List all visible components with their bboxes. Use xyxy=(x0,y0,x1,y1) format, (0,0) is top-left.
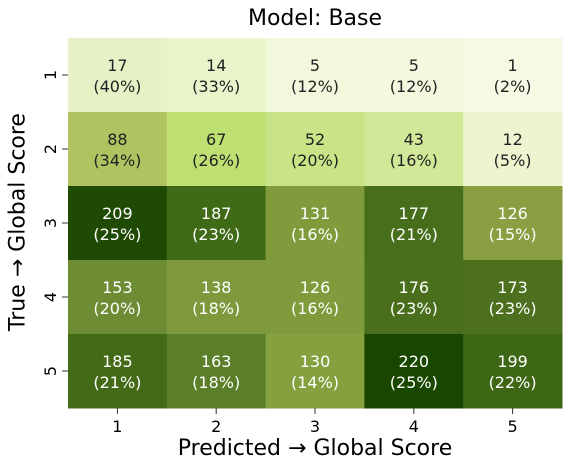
cell-percent-label: (12%) xyxy=(390,77,438,96)
cell-percent-label: (16%) xyxy=(291,299,339,318)
cell-percent-label: (33%) xyxy=(192,77,240,96)
cell-percent-label: (23%) xyxy=(489,299,537,318)
heatmap-cell-r5-c2 xyxy=(166,334,267,409)
chart-title: Model: Base xyxy=(247,6,383,31)
cell-percent-label: (23%) xyxy=(390,299,438,318)
heatmap-cell-r3-c1 xyxy=(68,186,168,261)
heatmap-cell-r1-c5 xyxy=(463,38,563,113)
cell-count-label: 5 xyxy=(310,56,320,75)
cell-percent-label: (40%) xyxy=(93,77,141,96)
cell-count-label: 88 xyxy=(107,130,127,149)
cell-percent-label: (26%) xyxy=(192,151,240,170)
x-axis-label: Predicted → Global Score xyxy=(177,436,453,461)
cell-percent-label: (2%) xyxy=(494,77,532,96)
heatmap-cell-r3-c2 xyxy=(166,186,267,261)
x-tick-label: 5 xyxy=(508,417,518,436)
heatmap-cell-r1-c2 xyxy=(166,38,267,113)
y-tick-label: 4 xyxy=(41,292,60,302)
cell-percent-label: (21%) xyxy=(93,373,141,392)
cell-count-label: 131 xyxy=(300,204,331,223)
cell-count-label: 5 xyxy=(409,56,419,75)
cell-percent-label: (16%) xyxy=(390,151,438,170)
cell-count-label: 185 xyxy=(102,352,133,371)
cell-percent-label: (23%) xyxy=(192,225,240,244)
cell-count-label: 187 xyxy=(201,204,232,223)
x-tick-label: 1 xyxy=(112,417,122,436)
cell-percent-label: (5%) xyxy=(494,151,532,170)
cell-count-label: 130 xyxy=(300,352,331,371)
cell-percent-label: (12%) xyxy=(291,77,339,96)
cell-percent-label: (34%) xyxy=(93,151,141,170)
heatmap-cell-r2-c2 xyxy=(166,112,267,187)
cell-percent-label: (22%) xyxy=(489,373,537,392)
cell-count-label: 153 xyxy=(102,278,133,297)
heatmap-cell-r5-c4 xyxy=(364,334,464,409)
cell-percent-label: (25%) xyxy=(93,225,141,244)
cell-count-label: 17 xyxy=(107,56,127,75)
heatmap-cell-r4-c2 xyxy=(166,260,267,335)
y-tick-label: 3 xyxy=(41,218,60,228)
cell-percent-label: (14%) xyxy=(291,373,339,392)
cell-percent-label: (16%) xyxy=(291,225,339,244)
cell-percent-label: (18%) xyxy=(192,299,240,318)
cell-count-label: 43 xyxy=(404,130,424,149)
heatmap-cell-r5-c5 xyxy=(463,334,563,409)
y-tick-label: 1 xyxy=(41,70,60,80)
x-tick-label: 3 xyxy=(310,417,320,436)
heatmap-cell-r2-c3 xyxy=(265,112,365,187)
heatmap-cell-r4-c5 xyxy=(463,260,563,335)
cell-count-label: 209 xyxy=(102,204,133,223)
cell-count-label: 12 xyxy=(502,130,522,149)
cell-count-label: 173 xyxy=(497,278,528,297)
heatmap-cell-r4-c3 xyxy=(265,260,365,335)
cell-percent-label: (20%) xyxy=(291,151,339,170)
cell-count-label: 199 xyxy=(497,352,528,371)
cell-count-label: 52 xyxy=(305,130,325,149)
heatmap-cell-r3-c3 xyxy=(265,186,365,261)
cell-percent-label: (20%) xyxy=(93,299,141,318)
heatmap-cell-r4-c1 xyxy=(68,260,168,335)
cell-count-label: 163 xyxy=(201,352,232,371)
heatmap-cell-r2-c1 xyxy=(68,112,168,187)
cell-count-label: 14 xyxy=(206,56,226,75)
cell-percent-label: (18%) xyxy=(192,373,240,392)
cell-percent-label: (15%) xyxy=(489,225,537,244)
cell-percent-label: (25%) xyxy=(390,373,438,392)
cell-count-label: 138 xyxy=(201,278,232,297)
cell-count-label: 126 xyxy=(497,204,528,223)
heatmap-cell-r5-c1 xyxy=(68,334,168,409)
heatmap-cell-r5-c3 xyxy=(265,334,365,409)
heatmap-cell-r3-c5 xyxy=(463,186,563,261)
y-tick-label: 2 xyxy=(41,144,60,154)
heatmap-cell-r2-c5 xyxy=(463,112,563,187)
cell-count-label: 177 xyxy=(399,204,430,223)
cell-count-label: 1 xyxy=(508,56,518,75)
cell-percent-label: (21%) xyxy=(390,225,438,244)
y-tick-label: 5 xyxy=(41,366,60,376)
heatmap-cell-r2-c4 xyxy=(364,112,464,187)
x-tick-label: 2 xyxy=(211,417,221,436)
heatmap-cell-r1-c3 xyxy=(265,38,365,113)
cell-count-label: 220 xyxy=(399,352,430,371)
cell-count-label: 126 xyxy=(300,278,331,297)
heatmap-cell-r4-c4 xyxy=(364,260,464,335)
cell-count-label: 67 xyxy=(206,130,226,149)
cell-count-label: 176 xyxy=(399,278,430,297)
heatmap-cell-r1-c4 xyxy=(364,38,464,113)
x-tick-label: 4 xyxy=(409,417,419,436)
heatmap-cell-r1-c1 xyxy=(68,38,168,113)
y-axis-label: True → Global Score xyxy=(5,113,31,331)
heatmap-cell-r3-c4 xyxy=(364,186,464,261)
